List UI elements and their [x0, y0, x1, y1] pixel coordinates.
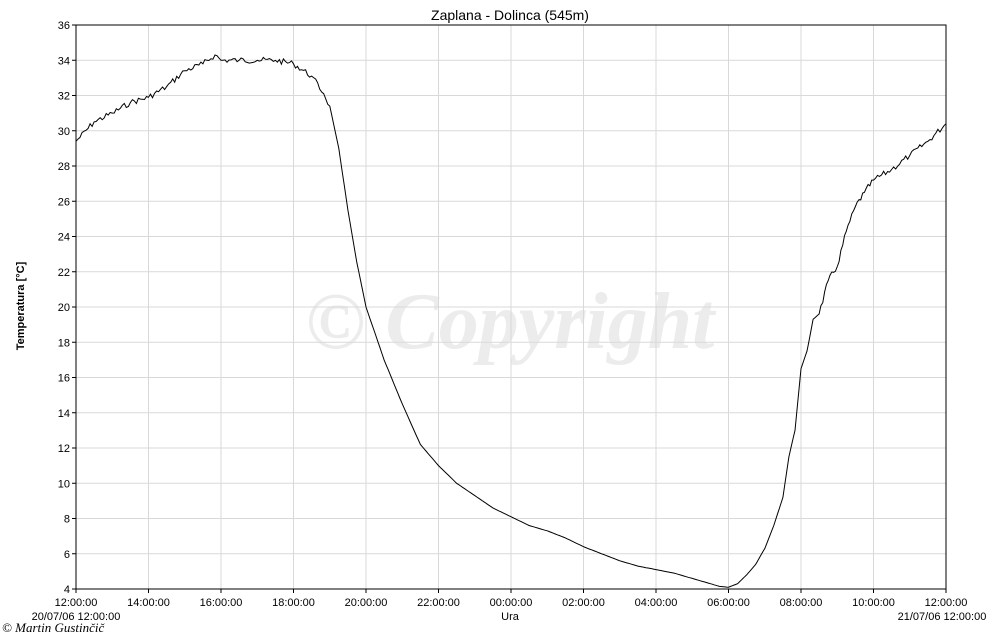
y-tick-label: 28: [58, 161, 70, 173]
x-tick-label: 02:00:00: [562, 597, 605, 609]
y-tick-label: 36: [58, 20, 70, 32]
x-start-date-label: 20/07/06 12:00:00: [32, 611, 121, 623]
x-tick-label: 00:00:00: [490, 597, 533, 609]
y-tick-label: 32: [58, 91, 70, 103]
y-tick-label: 10: [58, 478, 70, 490]
x-tick-label: 10:00:00: [852, 597, 895, 609]
y-axis-label: Temperatura [°C]: [15, 261, 27, 350]
author-credit: © Martin Gustinčič: [2, 620, 106, 635]
y-tick-label: 16: [58, 373, 70, 385]
x-tick-label: 22:00:00: [417, 597, 460, 609]
y-tick-label: 26: [58, 196, 70, 208]
chart-title: Zaplana - Dolinca (545m): [431, 7, 589, 23]
x-tick-label: 18:00:00: [272, 597, 315, 609]
plot-grid: [75, 24, 947, 590]
x-axis: 12:00:00 14:00:00 16:00:00 18:00:00 20:00:00…: [55, 589, 968, 609]
y-tick-label: 12: [58, 443, 70, 455]
y-tick-label: 8: [64, 514, 70, 526]
x-tick-label: 08:00:00: [780, 597, 823, 609]
y-axis: 4 6 8 10 12 14 16 18 20 22 24 26 28 30 32 34 36: [58, 20, 76, 596]
x-tick-label: 06:00:00: [707, 597, 750, 609]
x-tick-label: 20:00:00: [345, 597, 388, 609]
x-end-date-label: 21/07/06 12:00:00: [898, 611, 987, 623]
y-tick-label: 4: [64, 584, 70, 596]
y-tick-label: 22: [58, 267, 70, 279]
x-tick-label: 04:00:00: [635, 597, 678, 609]
y-tick-label: 14: [58, 408, 70, 420]
x-tick-label: 12:00:00: [925, 597, 968, 609]
temperature-series-line: [75, 54, 947, 588]
y-tick-label: 34: [58, 55, 70, 67]
y-tick-label: 20: [58, 302, 70, 314]
x-tick-label: 14:00:00: [127, 597, 170, 609]
y-tick-label: 24: [58, 232, 70, 244]
y-tick-label: 30: [58, 126, 70, 138]
y-tick-label: 18: [58, 337, 70, 349]
x-axis-label: Ura: [501, 611, 520, 623]
y-tick-label: 6: [64, 549, 70, 561]
x-tick-label: 16:00:00: [200, 597, 243, 609]
x-tick-label: 12:00:00: [55, 597, 98, 609]
